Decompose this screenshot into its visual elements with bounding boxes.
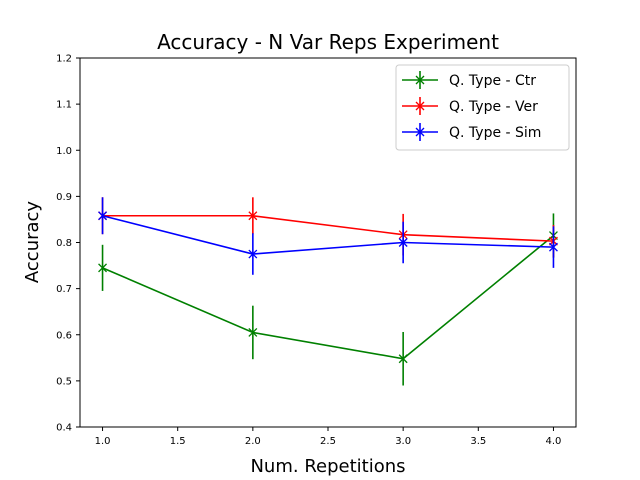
data-point	[248, 211, 258, 221]
legend: Q. Type - Ctr Q. Type - Ver Q. Type - Sim	[395, 64, 570, 151]
y-tick-label: 0.8	[56, 238, 72, 249]
y-tick-label: 1.0	[56, 146, 72, 157]
x-tick-label: 1.5	[170, 436, 186, 447]
data-point-stroke	[398, 238, 408, 247]
x-tick-label: 3.0	[395, 436, 411, 447]
data-point	[98, 263, 108, 273]
legend-label: Q. Type - Sim	[449, 125, 541, 141]
data-point-stroke	[548, 242, 558, 252]
chart-title: Accuracy - N Var Reps Experiment	[157, 30, 499, 54]
series-line	[102, 234, 554, 360]
x-tick-label: 1.0	[95, 436, 111, 447]
y-tick-label: 0.9	[56, 192, 72, 203]
x-axis-label: Num. Repetitions	[250, 456, 405, 477]
y-tick-label: 1.2	[56, 54, 72, 65]
data-point-stroke	[398, 354, 408, 364]
y-axis-label: Accuracy	[22, 201, 43, 284]
y-tick-label: 0.4	[56, 423, 72, 434]
data-point-stroke	[248, 249, 258, 259]
data-point	[548, 242, 558, 252]
x-tick-label: 2.5	[320, 436, 336, 447]
legend-label: Q. Type - Ver	[449, 99, 538, 115]
data-point	[398, 238, 408, 247]
data-point-stroke	[248, 327, 258, 337]
data-point-stroke	[248, 211, 258, 221]
y-tick-label: 0.5	[56, 376, 72, 387]
series-line	[102, 214, 554, 255]
legend-marker	[415, 127, 425, 137]
x-tick-label: 2.0	[245, 436, 261, 447]
x-tick-label: 3.5	[470, 436, 486, 447]
data-point	[248, 327, 258, 337]
series-line	[102, 214, 554, 242]
x-tick-label: 4.0	[546, 436, 562, 447]
legend-marker	[415, 75, 425, 85]
data-point	[248, 249, 258, 259]
plot-frame	[79, 57, 577, 428]
y-tick-label: 1.1	[56, 100, 72, 111]
y-tick-label: 0.6	[56, 330, 72, 341]
legend-label: Q. Type - Ctr	[449, 73, 536, 89]
data-point-stroke	[98, 211, 108, 221]
data-point	[398, 354, 408, 364]
y-tick-label: 0.7	[56, 284, 72, 295]
data-point-stroke	[98, 263, 108, 273]
data-point	[98, 211, 108, 221]
legend-marker	[415, 101, 425, 111]
legend-frame	[395, 64, 570, 151]
